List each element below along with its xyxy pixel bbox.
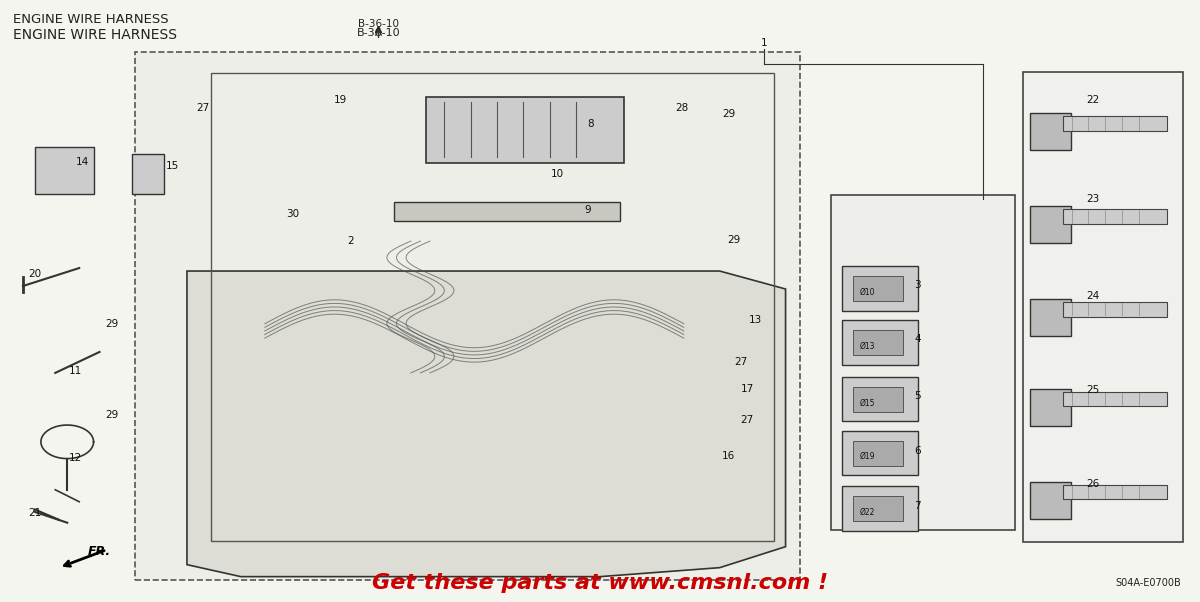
- Text: 11: 11: [68, 366, 83, 376]
- Text: S04A-E0700B: S04A-E0700B: [1115, 578, 1181, 588]
- Text: 25: 25: [1087, 385, 1100, 395]
- FancyBboxPatch shape: [1030, 206, 1070, 243]
- Text: 13: 13: [749, 315, 762, 325]
- FancyBboxPatch shape: [1063, 392, 1168, 406]
- Text: 29: 29: [722, 109, 736, 119]
- Text: ENGINE WIRE HARNESS: ENGINE WIRE HARNESS: [13, 13, 169, 26]
- Text: Ø15: Ø15: [859, 399, 875, 408]
- Text: 8: 8: [587, 119, 594, 129]
- Text: 19: 19: [334, 95, 347, 105]
- Text: 1: 1: [761, 39, 767, 48]
- FancyBboxPatch shape: [842, 377, 918, 421]
- Text: 29: 29: [104, 410, 118, 420]
- FancyBboxPatch shape: [1030, 389, 1070, 426]
- FancyBboxPatch shape: [132, 154, 164, 194]
- Text: 5: 5: [914, 391, 920, 401]
- FancyBboxPatch shape: [1063, 302, 1168, 317]
- FancyBboxPatch shape: [853, 386, 902, 412]
- Text: 2: 2: [348, 236, 354, 246]
- Text: 24: 24: [1087, 291, 1100, 301]
- Text: Get these parts at www.cmsnl.com !: Get these parts at www.cmsnl.com !: [372, 573, 828, 592]
- Text: 27: 27: [740, 415, 754, 424]
- Text: 29: 29: [727, 235, 740, 245]
- Text: 15: 15: [166, 161, 179, 171]
- Text: ENGINE WIRE HARNESS: ENGINE WIRE HARNESS: [13, 28, 178, 42]
- FancyBboxPatch shape: [842, 486, 918, 530]
- Text: 14: 14: [76, 157, 90, 167]
- Text: 23: 23: [1087, 194, 1100, 204]
- Text: 6: 6: [914, 446, 920, 456]
- FancyBboxPatch shape: [1063, 485, 1168, 499]
- Polygon shape: [187, 271, 786, 577]
- FancyBboxPatch shape: [394, 202, 620, 222]
- Text: 27: 27: [196, 103, 209, 113]
- FancyBboxPatch shape: [842, 431, 918, 476]
- Text: FR.: FR.: [88, 545, 110, 558]
- Text: 16: 16: [721, 451, 734, 461]
- FancyBboxPatch shape: [842, 266, 918, 311]
- Text: 3: 3: [914, 280, 920, 290]
- FancyBboxPatch shape: [35, 147, 94, 194]
- Text: 4: 4: [914, 334, 920, 344]
- Text: Ø19: Ø19: [859, 452, 875, 461]
- Text: Ø10: Ø10: [859, 288, 875, 297]
- Text: 12: 12: [68, 453, 83, 463]
- FancyBboxPatch shape: [1030, 299, 1070, 336]
- Text: 20: 20: [29, 269, 42, 279]
- Text: 27: 27: [734, 357, 748, 367]
- Text: 10: 10: [551, 169, 564, 179]
- FancyBboxPatch shape: [1030, 113, 1070, 150]
- FancyBboxPatch shape: [1030, 482, 1070, 518]
- Text: 22: 22: [1087, 95, 1100, 105]
- FancyBboxPatch shape: [426, 98, 624, 163]
- FancyBboxPatch shape: [1063, 116, 1168, 131]
- Text: 26: 26: [1087, 479, 1100, 489]
- FancyBboxPatch shape: [842, 320, 918, 365]
- Text: 28: 28: [674, 103, 688, 113]
- FancyBboxPatch shape: [853, 441, 902, 466]
- FancyBboxPatch shape: [853, 276, 902, 301]
- FancyBboxPatch shape: [853, 330, 902, 355]
- FancyBboxPatch shape: [136, 52, 800, 580]
- FancyBboxPatch shape: [1063, 209, 1168, 224]
- Text: 7: 7: [914, 501, 920, 511]
- Text: 9: 9: [584, 205, 592, 215]
- FancyBboxPatch shape: [853, 496, 902, 521]
- Text: Ø13: Ø13: [859, 341, 875, 350]
- Text: B-36-10: B-36-10: [358, 19, 400, 29]
- Text: 29: 29: [104, 319, 118, 329]
- Text: Ø22: Ø22: [859, 507, 875, 517]
- Text: 30: 30: [286, 209, 299, 219]
- Text: B-36-10: B-36-10: [356, 28, 401, 39]
- FancyBboxPatch shape: [832, 195, 1015, 530]
- Text: 17: 17: [740, 384, 754, 394]
- FancyBboxPatch shape: [1022, 72, 1183, 542]
- Text: 21: 21: [29, 507, 42, 518]
